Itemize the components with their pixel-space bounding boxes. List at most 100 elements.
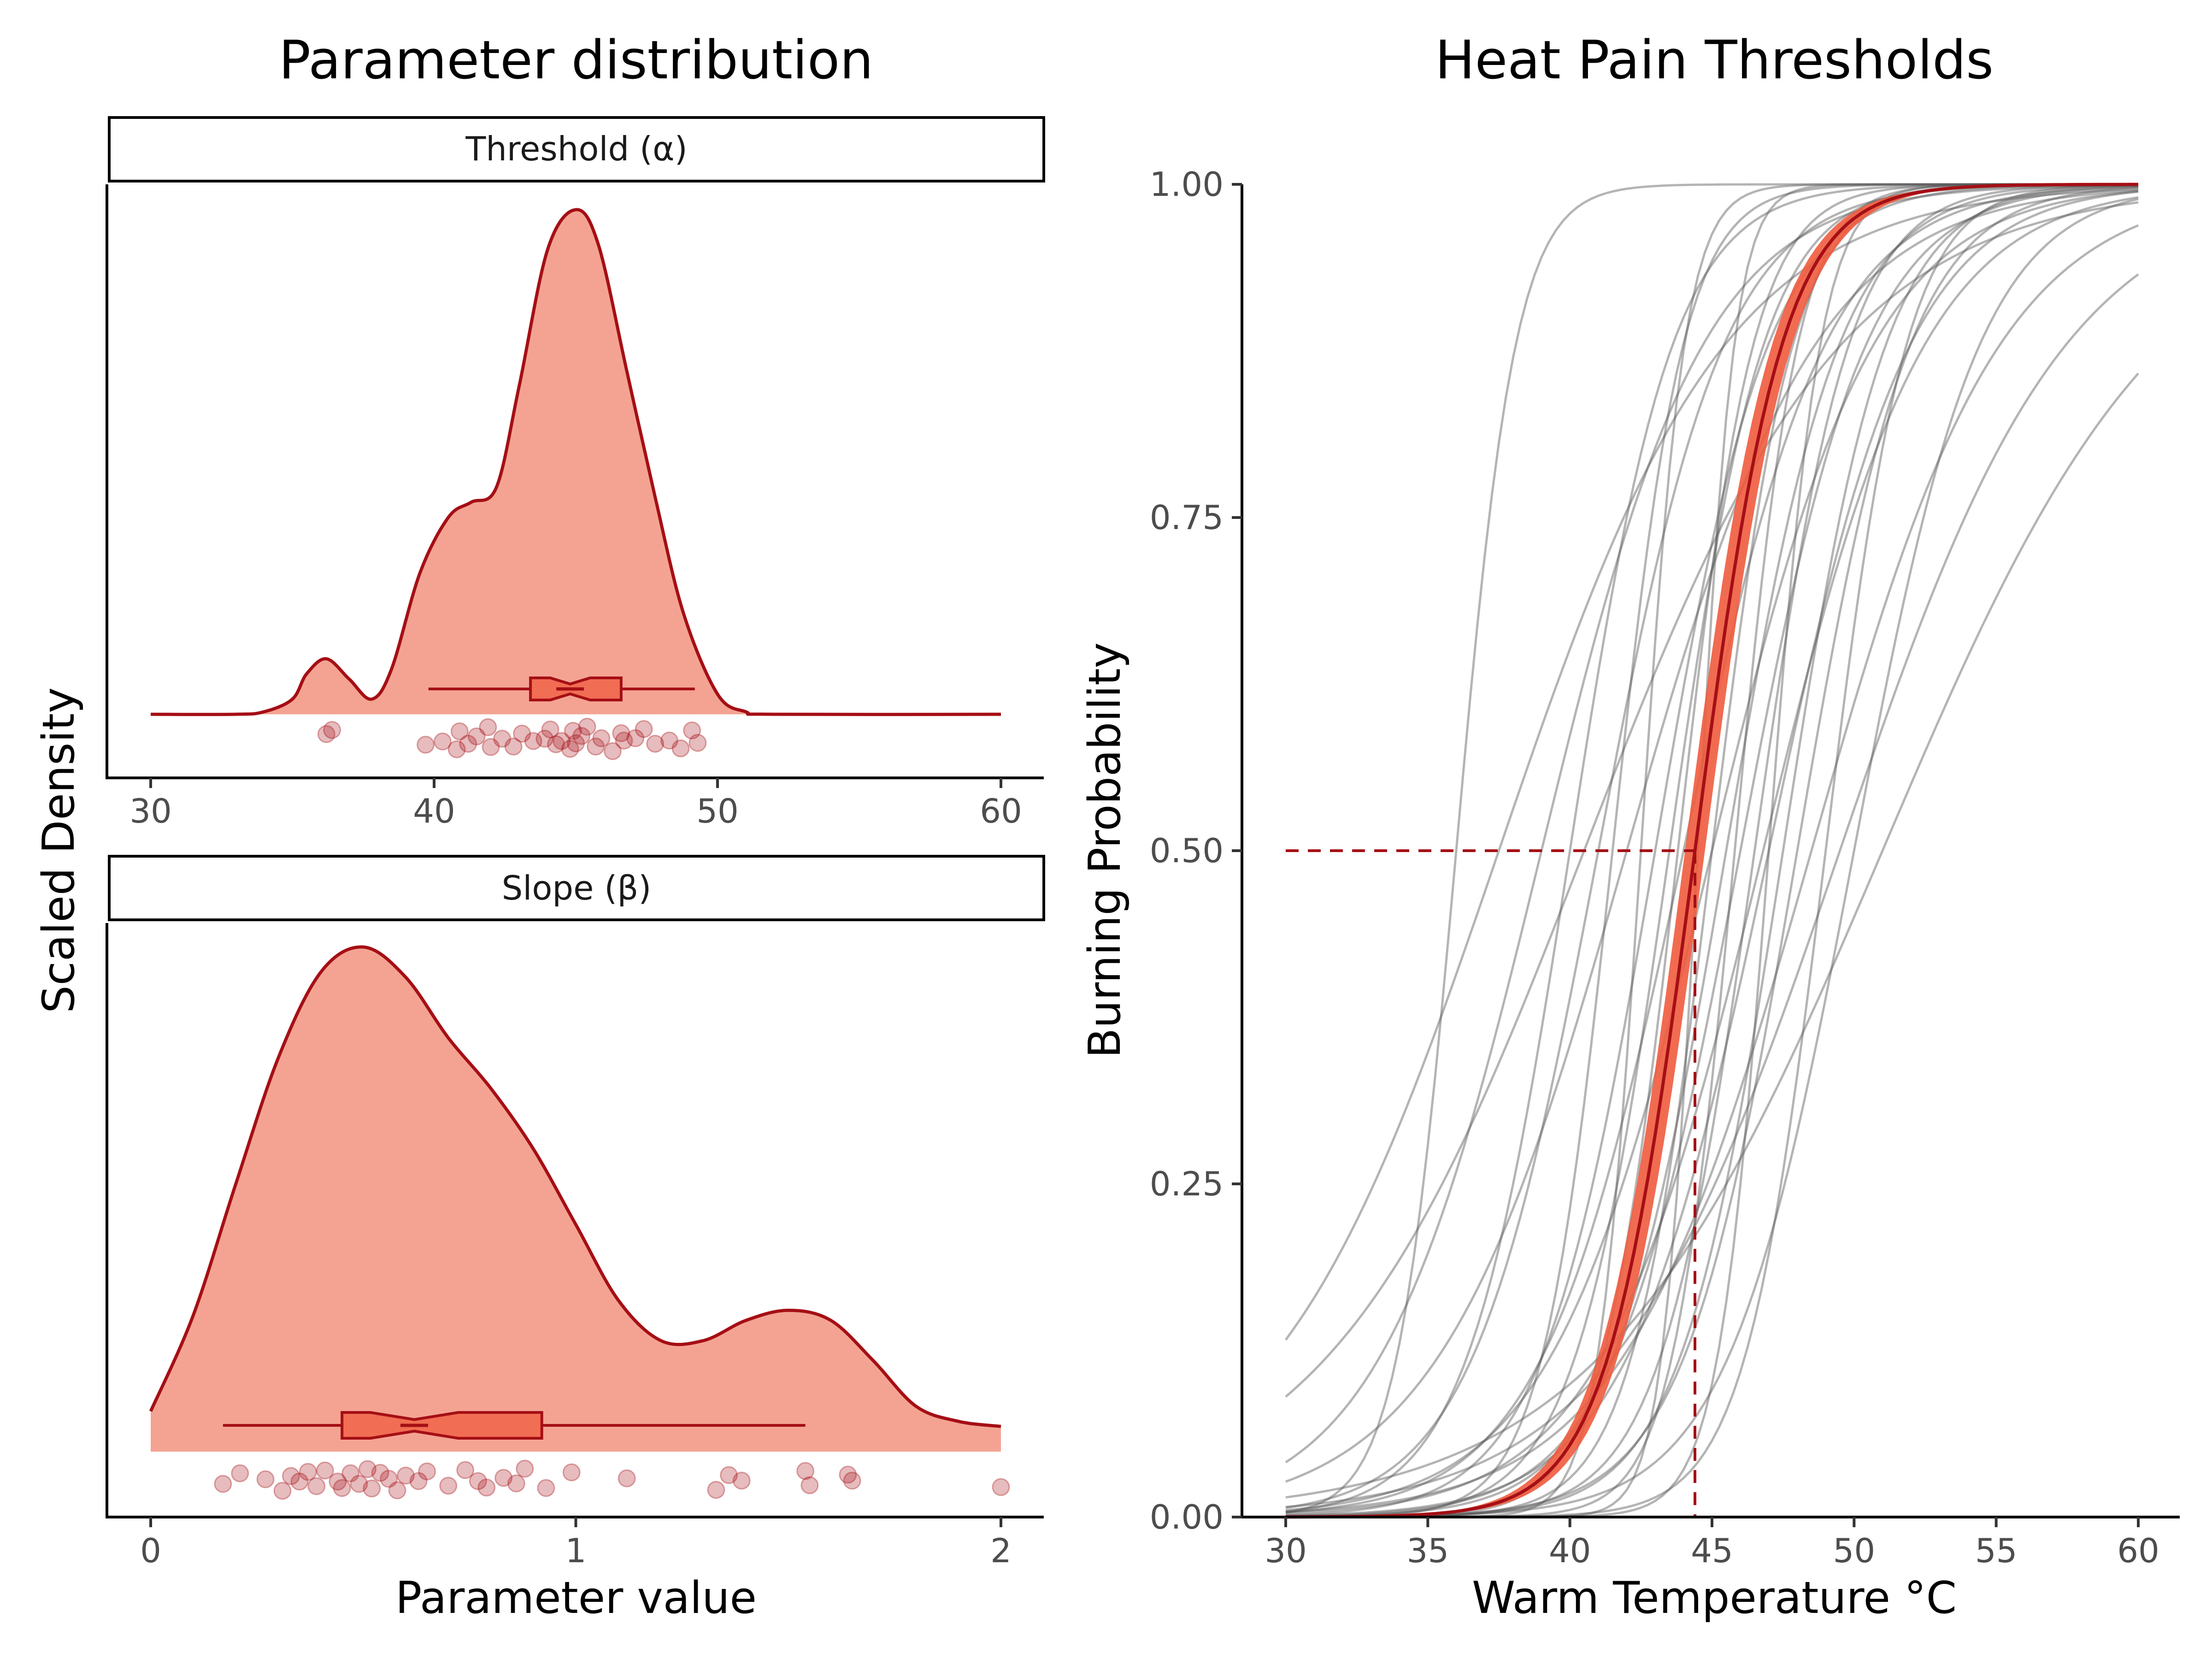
data-point (578, 718, 596, 736)
data-point (572, 727, 591, 745)
data-point (333, 1479, 351, 1497)
individual-curve (1284, 188, 2139, 1341)
data-point (800, 1476, 819, 1494)
facet-slope: Slope (β) 0 1 2 (106, 855, 1045, 1570)
x-tick-label: 1 (565, 1531, 587, 1570)
x-tick-label: 40 (413, 792, 455, 830)
data-point (282, 1467, 300, 1485)
data-point (479, 718, 497, 736)
density-line (149, 945, 1001, 1428)
data-point (671, 739, 690, 758)
data-point (323, 721, 341, 739)
left-panel-title: Parameter distribution (279, 29, 873, 91)
data-point (516, 1459, 534, 1478)
right-y-axis-title: Burning Probability (1080, 642, 1130, 1058)
x-tick-label: 60 (2117, 1531, 2159, 1570)
x-tick-label: 50 (696, 792, 739, 830)
x-tick-label: 30 (129, 792, 172, 830)
data-point (562, 1463, 581, 1482)
data-point (992, 1478, 1010, 1496)
y-tick-label: 0.25 (1150, 1165, 1224, 1203)
data-point (612, 724, 630, 742)
data-point (524, 732, 542, 750)
data-point (380, 1470, 398, 1488)
y-tick-label: 1.00 (1150, 165, 1224, 204)
data-point (371, 1464, 389, 1482)
data-point (561, 740, 579, 758)
right-x-ticks: 30 35 40 45 50 55 60 (1265, 1517, 2159, 1570)
data-point (660, 731, 678, 750)
data-point (273, 1482, 292, 1500)
individual-curve (1285, 224, 2139, 1513)
x-tick-label: 2 (990, 1531, 1012, 1570)
y-tick-label: 0.75 (1150, 498, 1224, 537)
x-tick-label: 45 (1691, 1531, 1733, 1570)
y-tick-label: 0.00 (1150, 1498, 1224, 1536)
strip-slope-label: Slope (β) (502, 869, 652, 907)
x-tick-label: 50 (1833, 1531, 1876, 1570)
facet-threshold-x-ticks: 30 40 50 60 (129, 778, 1022, 830)
data-point (417, 735, 435, 754)
data-point (299, 1463, 317, 1481)
left-x-axis-title: Parameter value (395, 1573, 757, 1624)
individual-curve (1285, 183, 2139, 1517)
individual-curve (1285, 190, 2139, 1517)
data-point (592, 729, 611, 747)
data-point (603, 742, 622, 760)
data-point (626, 729, 645, 747)
data-point (494, 1469, 513, 1487)
data-point (316, 1461, 334, 1480)
right-panel-title: Heat Pain Thresholds (1435, 29, 1994, 91)
data-point (418, 1462, 436, 1481)
data-point (307, 1477, 326, 1495)
data-point (477, 1478, 496, 1497)
data-point (839, 1465, 857, 1484)
individual-curve (1285, 185, 2139, 1518)
data-point (547, 735, 565, 753)
data-point (535, 729, 554, 748)
data-point (646, 735, 665, 753)
data-point (358, 1460, 377, 1478)
strip-slope (108, 855, 1045, 921)
x-tick-label: 30 (1265, 1531, 1307, 1570)
data-point (231, 1464, 249, 1483)
data-point (450, 722, 469, 741)
data-point (256, 1470, 275, 1488)
data-point (541, 720, 559, 739)
data-point (796, 1462, 815, 1480)
data-point (720, 1466, 738, 1484)
data-point (329, 1472, 347, 1491)
data-point (504, 737, 523, 756)
data-point (553, 732, 571, 750)
data-point (439, 1477, 458, 1495)
individual-curve (1285, 201, 2139, 1398)
data-point (707, 1481, 725, 1499)
data-point (482, 738, 500, 756)
x-tick-label: 0 (140, 1531, 161, 1570)
data-point (688, 734, 707, 752)
y-tick-label: 0.50 (1150, 831, 1224, 870)
data-point (493, 729, 512, 748)
individual-curve (1285, 196, 2139, 1515)
x-tick-label: 40 (1549, 1531, 1591, 1570)
data-point (843, 1471, 861, 1490)
strip-threshold-label: Threshold (α) (465, 129, 687, 168)
right-x-axis-title: Warm Temperature °C (1472, 1573, 1957, 1624)
data-point (513, 724, 531, 743)
facet-threshold-plot (150, 208, 1001, 760)
data-point (615, 731, 633, 750)
data-point (683, 721, 701, 740)
facet-slope-plot (149, 945, 1010, 1500)
x-tick-label: 35 (1407, 1531, 1449, 1570)
individual-curve (1285, 372, 2139, 1499)
data-point (459, 735, 477, 753)
density-area (151, 209, 1001, 715)
data-point (467, 727, 486, 746)
data-point (447, 740, 466, 759)
facet-threshold: Threshold (α) 30 40 50 60 (106, 116, 1045, 830)
left-y-axis-title: Scaled Density (34, 687, 84, 1013)
data-point (456, 1461, 475, 1479)
individual-curve (1285, 184, 2139, 1464)
data-point (397, 1466, 415, 1485)
